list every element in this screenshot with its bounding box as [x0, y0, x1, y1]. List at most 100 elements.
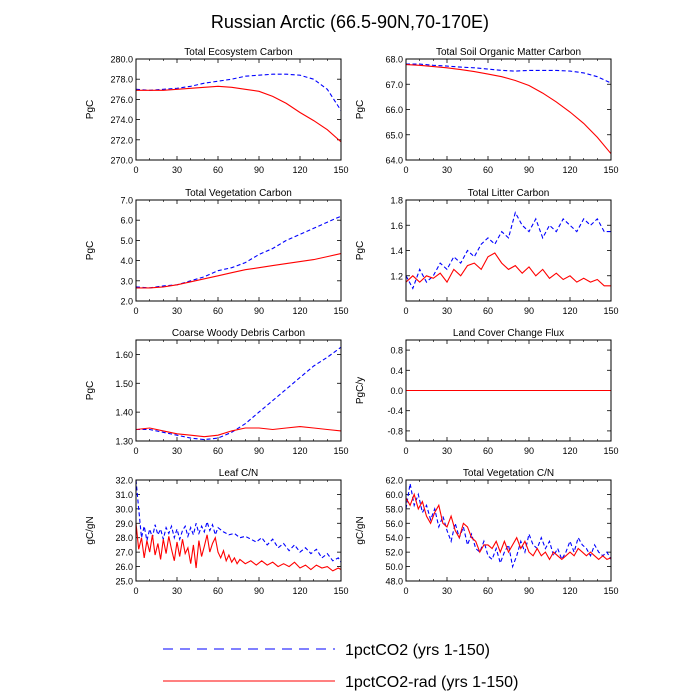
- y-tick-label: 52.0: [385, 548, 403, 558]
- chart-panel-2: Total Soil Organic Matter Carbon PgC 0 30 60…: [355, 47, 619, 175]
- y-tick-label: 68.0: [385, 55, 403, 65]
- plot-frame: [405, 339, 612, 442]
- x-tick-label: 0: [403, 446, 408, 456]
- y-tick-label: 27.0: [115, 548, 133, 558]
- y-tick-label: 58.0: [385, 504, 403, 514]
- x-tick-label: 120: [292, 306, 307, 316]
- series-1pctco2-line: [136, 480, 341, 563]
- series-1pctco2-rad-line: [136, 252, 341, 289]
- series-1pctco2-line: [406, 211, 611, 290]
- panel-title: Coarse Woody Debris Carbon: [172, 328, 305, 339]
- y-axis-label: PgC: [85, 241, 96, 260]
- y-tick-label: 1.30: [115, 437, 133, 447]
- plot-frame: [405, 199, 612, 302]
- series-1pctco2-rad-line: [406, 252, 611, 287]
- panel-title: Total Vegetation Carbon: [185, 188, 292, 199]
- x-tick-label: 150: [603, 586, 618, 596]
- panel-title: Leaf C/N: [219, 468, 258, 479]
- x-tick-label: 90: [254, 306, 264, 316]
- x-tick-label: 120: [562, 586, 577, 596]
- panel-title: Land Cover Change Flux: [453, 328, 564, 339]
- y-tick-label: 65.0: [385, 130, 403, 140]
- y-tick-label: 274.0: [110, 115, 133, 125]
- y-tick-label: -0.8: [387, 426, 403, 436]
- x-tick-label: 60: [483, 306, 493, 316]
- x-tick-label: 90: [524, 306, 534, 316]
- y-tick-label: 0.0: [390, 386, 403, 396]
- x-tick-label: 90: [524, 165, 534, 175]
- y-tick-label: 28.0: [115, 533, 133, 543]
- series-1pctco2-rad-line: [136, 85, 341, 143]
- y-tick-label: 1.60: [115, 350, 133, 360]
- chart-panel-6: Land Cover Change Flux PgC/y 0 30 60 90 120 150…: [355, 328, 619, 456]
- x-tick-label: 150: [603, 306, 618, 316]
- x-tick-label: 60: [213, 306, 223, 316]
- x-tick-label: 120: [292, 586, 307, 596]
- plot-frame: [135, 339, 342, 442]
- y-tick-label: 0.8: [390, 346, 403, 356]
- x-tick-label: 60: [213, 586, 223, 596]
- y-tick-label: 3.0: [120, 276, 133, 286]
- chart-panel-7: Leaf C/N gC/gN 0 30 60 90 120 150 25.0 26.0 27.0 28…: [85, 468, 349, 596]
- series-1pctco2-line: [406, 63, 611, 84]
- x-tick-label: 120: [562, 446, 577, 456]
- x-tick-label: 0: [133, 586, 138, 596]
- y-tick-label: 7.0: [120, 196, 133, 206]
- x-tick-label: 150: [333, 165, 348, 175]
- y-tick-label: 60.0: [385, 490, 403, 500]
- y-tick-label: 270.0: [110, 156, 133, 166]
- plot-frame: [135, 479, 342, 582]
- chart-panel-3: Total Vegetation Carbon PgC 0 30 60 90 120 150 2…: [85, 188, 349, 316]
- x-tick-label: 60: [483, 446, 493, 456]
- x-tick-label: 120: [292, 446, 307, 456]
- plot-frame: [135, 199, 342, 302]
- x-tick-label: 0: [403, 306, 408, 316]
- y-tick-label: 26.0: [115, 562, 133, 572]
- x-tick-label: 90: [524, 586, 534, 596]
- y-tick-label: 278.0: [110, 75, 133, 85]
- y-tick-label: 1.6: [390, 221, 403, 231]
- x-tick-label: 150: [333, 446, 348, 456]
- y-tick-label: 62.0: [385, 476, 403, 486]
- x-tick-label: 90: [254, 165, 264, 175]
- y-tick-label: 2.0: [120, 297, 133, 307]
- x-tick-label: 60: [213, 446, 223, 456]
- x-tick-label: 0: [133, 446, 138, 456]
- panels-group: Total Ecosystem Carbon PgC 0 30 60 90 120 150 27…: [85, 47, 619, 596]
- x-tick-label: 90: [524, 446, 534, 456]
- x-tick-label: 0: [133, 306, 138, 316]
- y-tick-label: 6.0: [120, 216, 133, 226]
- x-tick-label: 150: [333, 306, 348, 316]
- x-tick-label: 30: [172, 165, 182, 175]
- series-1pctco2-rad-line: [406, 64, 611, 155]
- x-tick-label: 150: [603, 446, 618, 456]
- y-axis-label: gC/gN: [85, 516, 96, 544]
- x-tick-label: 0: [133, 165, 138, 175]
- y-axis-label: PgC: [355, 100, 366, 119]
- y-tick-label: 56.0: [385, 519, 403, 529]
- y-tick-label: -0.4: [387, 406, 403, 416]
- y-tick-label: 4.0: [120, 256, 133, 266]
- y-axis-label: PgC/y: [355, 377, 366, 404]
- x-tick-label: 120: [292, 165, 307, 175]
- y-tick-label: 5.0: [120, 236, 133, 246]
- y-tick-label: 54.0: [385, 533, 403, 543]
- chart-panel-8: Total Vegetation C/N gC/gN 0 30 60 90 120 150 48…: [355, 468, 619, 596]
- series-1pctco2-line: [406, 483, 611, 569]
- chart-panel-4: Total Litter Carbon PgC 0 30 60 90 120 150 1.2 1.…: [355, 188, 619, 316]
- x-tick-label: 90: [254, 446, 264, 456]
- x-tick-label: 30: [442, 306, 452, 316]
- x-tick-label: 60: [483, 586, 493, 596]
- x-tick-label: 0: [403, 586, 408, 596]
- x-tick-label: 0: [403, 165, 408, 175]
- series-1pctco2-line: [136, 346, 341, 441]
- y-tick-label: 25.0: [115, 577, 133, 587]
- panel-title: Total Soil Organic Matter Carbon: [436, 47, 581, 58]
- legend-label-1: 1pctCO2 (yrs 1-150): [345, 642, 490, 659]
- y-tick-label: 276.0: [110, 95, 133, 105]
- y-tick-label: 0.4: [390, 366, 403, 376]
- x-tick-label: 30: [442, 586, 452, 596]
- x-tick-label: 90: [254, 586, 264, 596]
- y-axis-label: PgC: [85, 100, 96, 119]
- x-tick-label: 120: [562, 165, 577, 175]
